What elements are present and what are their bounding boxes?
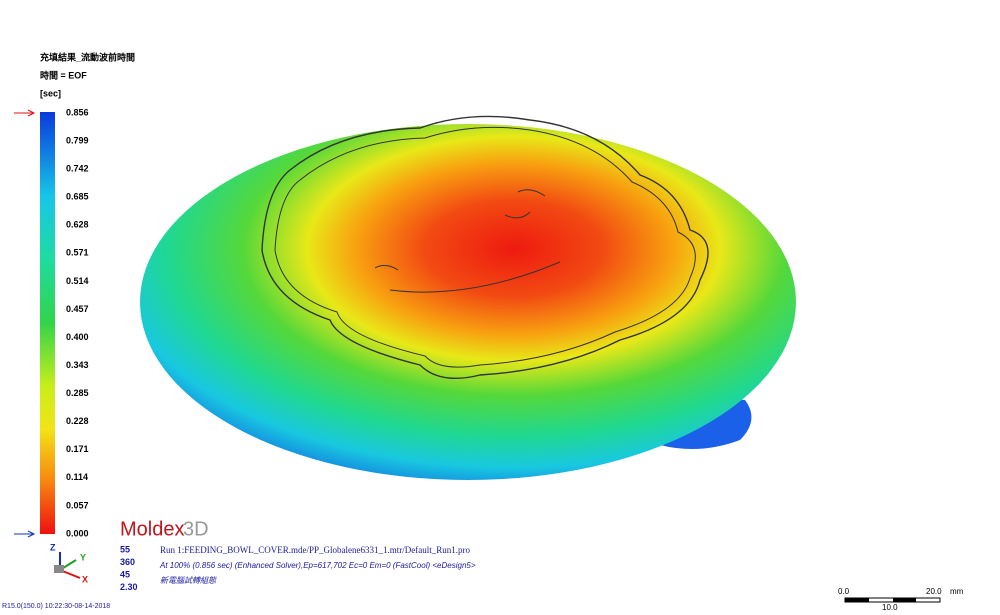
- colorbar-label: 0.742: [66, 164, 89, 174]
- colorbar-label: 0.628: [66, 220, 89, 230]
- colorbar-label: 0.856: [66, 107, 89, 117]
- scale-bar: [844, 597, 941, 603]
- colorbar: [40, 112, 55, 534]
- scale-start: 0.0: [838, 587, 850, 596]
- colorbar-label: 0.171: [66, 444, 89, 454]
- scale-end: 20.0: [926, 587, 942, 596]
- logo-suffix: 3D: [183, 518, 209, 540]
- colorbar-label: 0.343: [66, 360, 89, 370]
- logo: Moldex: [120, 518, 184, 540]
- scale-unit: mm: [950, 587, 964, 596]
- run-line: 新電腦試轉組態: [160, 576, 217, 585]
- view-value: 2.30: [120, 582, 138, 592]
- view-value: 55: [120, 544, 130, 554]
- view-value: 360: [120, 557, 135, 567]
- colorbar-label: 0.685: [66, 192, 89, 202]
- scale-mid: 10.0: [882, 603, 898, 612]
- marker-top: [14, 109, 36, 117]
- colorbar-label: 0.457: [66, 304, 89, 314]
- colorbar-label: 0.000: [66, 528, 89, 538]
- run-line: Run 1:FEEDING_BOWL_COVER.mde/PP_Globalen…: [160, 545, 470, 555]
- part-render: [140, 115, 796, 480]
- title: 充填結果_流動波前時間: [40, 51, 135, 62]
- view-value: 45: [120, 569, 130, 579]
- axis-z: Z: [50, 542, 56, 552]
- colorbar-label: 0.114: [66, 472, 88, 482]
- colorbar-label: 0.400: [66, 332, 89, 342]
- colorbar-label: 0.571: [66, 248, 89, 258]
- footer: R15.0(150.0) 10:22:30-08-14-2018: [2, 603, 110, 610]
- axis-x: X: [82, 574, 88, 584]
- time: 時間 = EOF: [40, 69, 87, 80]
- axis-y: Y: [80, 552, 86, 562]
- run-line: At 100% (0.856 sec) (Enhanced Solver),Ep…: [159, 561, 476, 570]
- view-values: 55 360 45 2.30: [120, 544, 138, 592]
- marker-bottom: [14, 530, 36, 538]
- colorbar-label: 0.057: [66, 500, 89, 510]
- colorbar-label: 0.799: [66, 135, 89, 145]
- colorbar-labels: 0.856 0.799 0.742 0.685 0.628 0.571 0.514 0.457…: [66, 107, 89, 538]
- axis-triad: [54, 552, 81, 579]
- colorbar-label: 0.228: [66, 416, 89, 426]
- colorbar-label: 0.514: [66, 276, 89, 286]
- colorbar-label: 0.285: [66, 388, 89, 398]
- unit: [sec]: [40, 88, 61, 98]
